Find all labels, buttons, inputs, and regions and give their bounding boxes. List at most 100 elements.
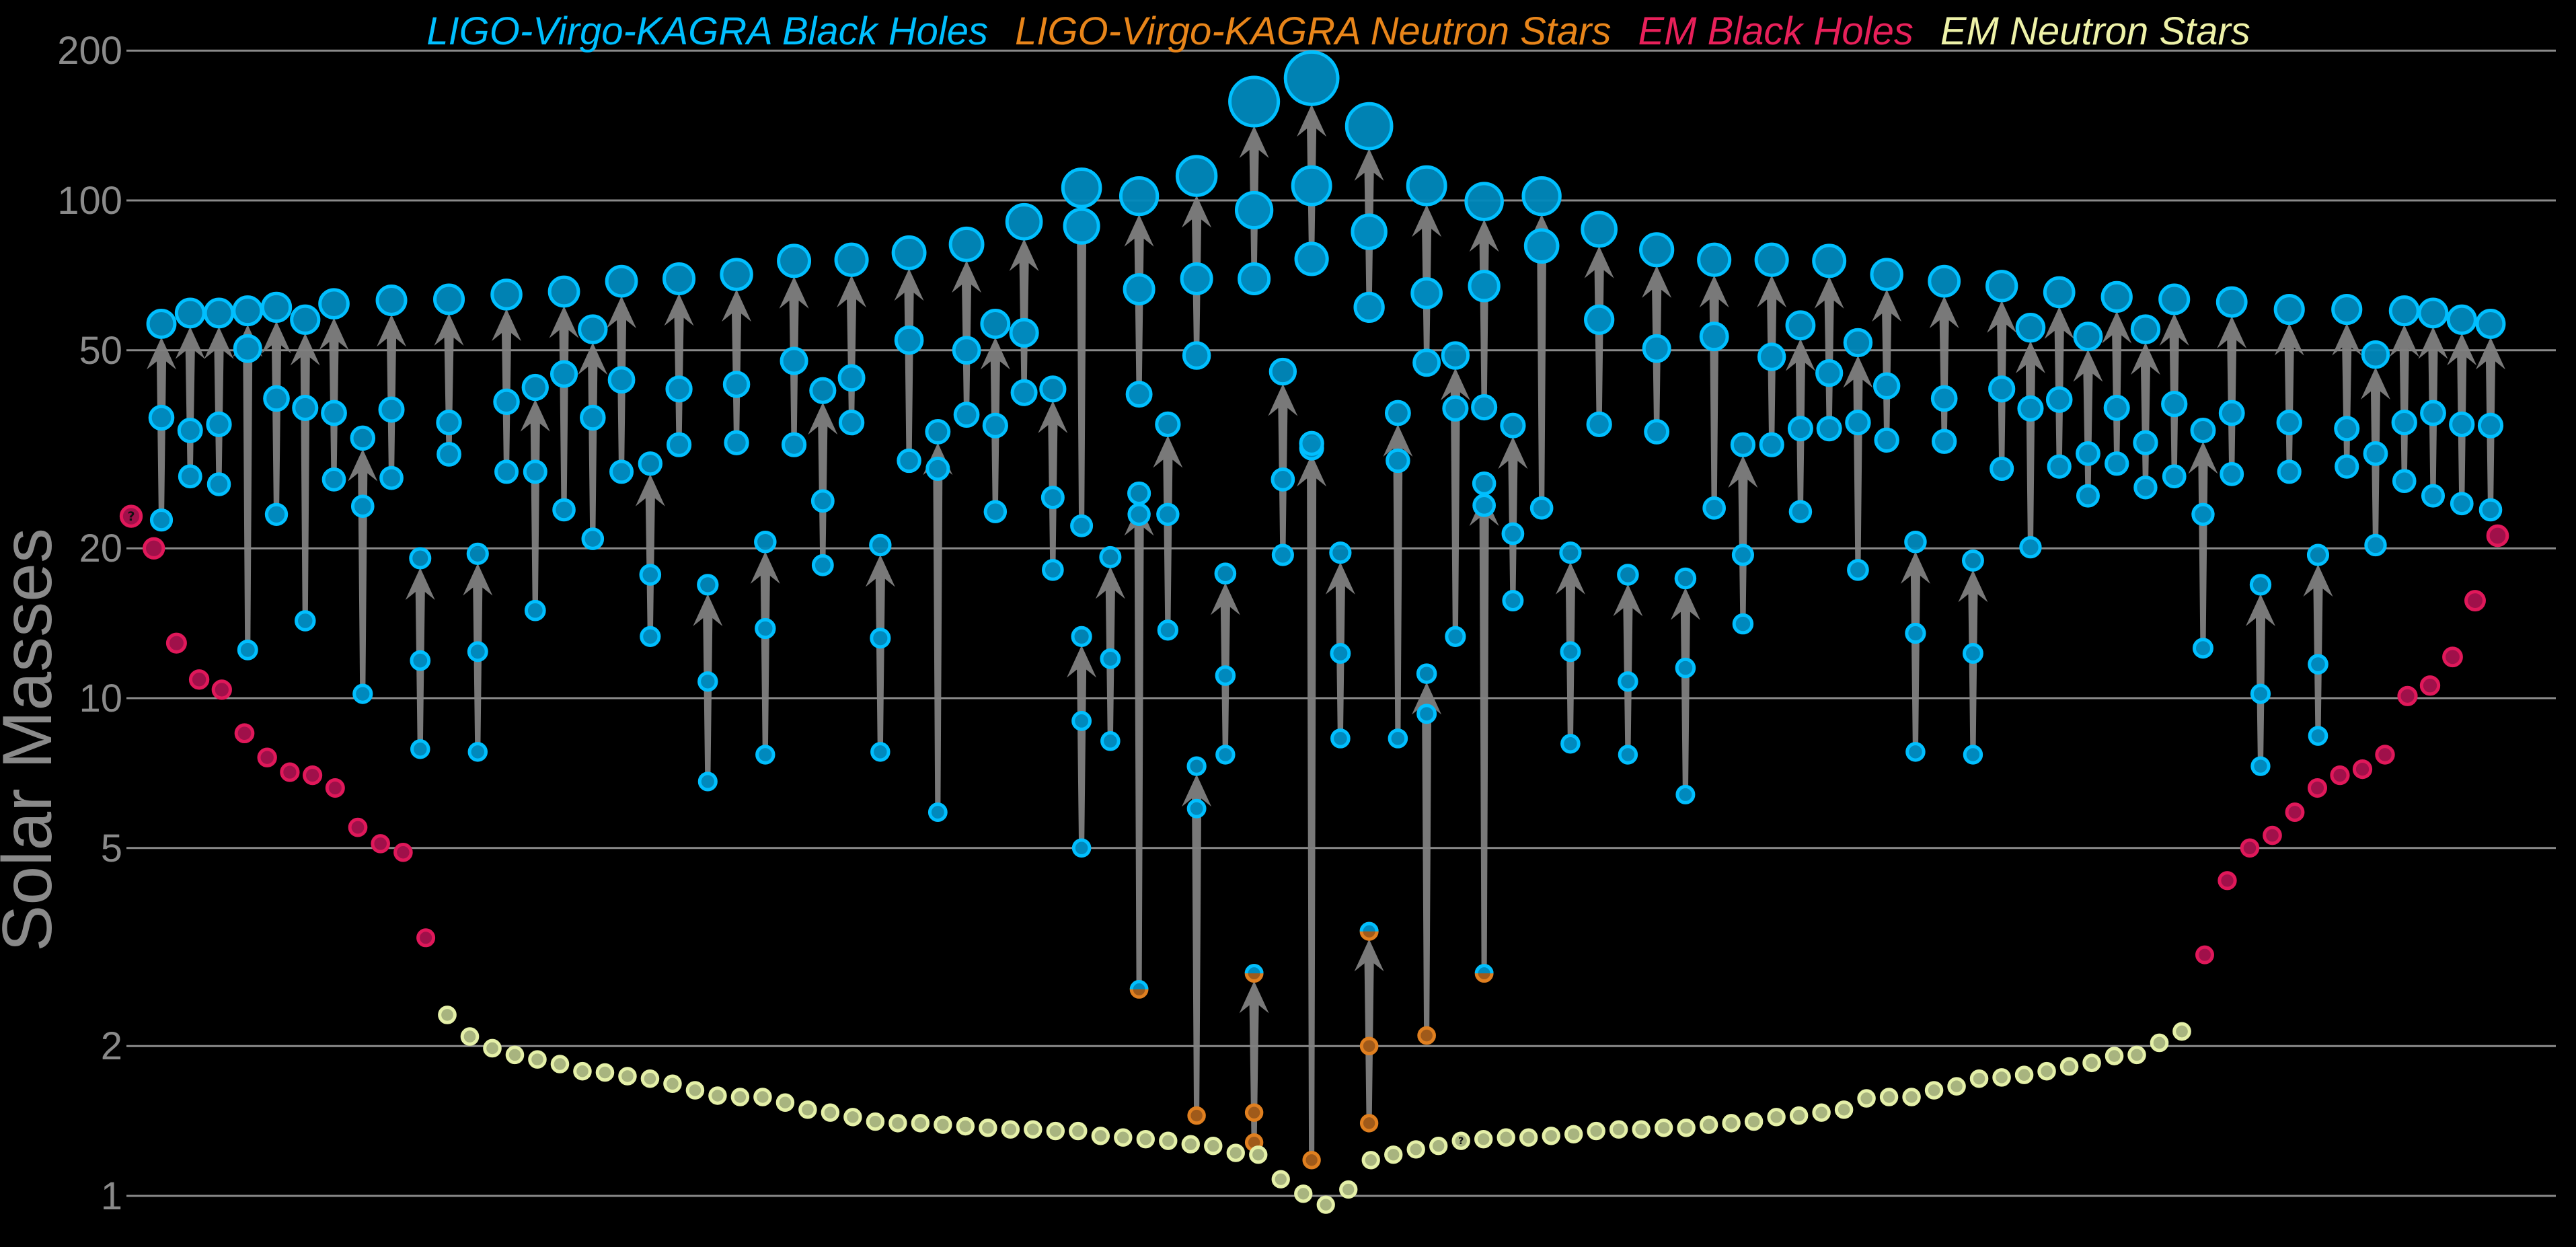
merger-primary-point bbox=[1845, 409, 1871, 436]
merger-remnant-point bbox=[1500, 412, 1526, 439]
merger-primary-point bbox=[1123, 273, 1156, 306]
merger-remnant-point bbox=[433, 283, 465, 315]
em-black-hole-point bbox=[2486, 524, 2509, 547]
merger-primary-point bbox=[206, 411, 232, 437]
merger-secondary-point bbox=[1330, 728, 1351, 749]
em-neutron-star-point bbox=[1632, 1120, 1651, 1139]
em-neutron-star-point bbox=[888, 1114, 907, 1133]
em-black-hole-point bbox=[2464, 590, 2486, 612]
merger-primary-point bbox=[2391, 409, 2417, 436]
merger-primary-point bbox=[1127, 502, 1151, 526]
merger-primary-point bbox=[292, 394, 319, 421]
em-black-hole-point bbox=[416, 928, 436, 948]
merger-secondary-point bbox=[1816, 416, 1842, 442]
merger-secondary-point bbox=[1353, 291, 1385, 324]
em-neutron-star-point bbox=[1654, 1119, 1673, 1137]
merger-secondary-point bbox=[1157, 619, 1179, 641]
merger-secondary-point bbox=[953, 402, 980, 428]
merger-primary-point bbox=[2449, 411, 2475, 437]
merger-remnant-point bbox=[1005, 202, 1043, 241]
merger-secondary-point bbox=[2421, 484, 2446, 508]
em-neutron-star-point bbox=[1924, 1081, 1944, 1100]
merger-remnant-point bbox=[2306, 543, 2330, 566]
merger-secondary-point bbox=[1990, 456, 2014, 481]
em-neutron-star-point bbox=[2150, 1033, 2169, 1053]
merger-remnant-point bbox=[2158, 283, 2191, 315]
merger-remnant-point bbox=[1559, 541, 1582, 564]
merger-primary-point bbox=[2420, 400, 2446, 426]
merger-remnant-point bbox=[203, 297, 235, 329]
em-neutron-star-point bbox=[979, 1119, 997, 1137]
merger-primary-point bbox=[2250, 683, 2271, 704]
em-black-hole-point bbox=[211, 679, 232, 700]
merger-primary-point bbox=[1100, 648, 1121, 669]
merger-remnant-point bbox=[2073, 322, 2103, 352]
legend-em-neutron-stars: EM Neutron Stars bbox=[1940, 9, 2250, 53]
em-neutron-star-point bbox=[1316, 1195, 1335, 1214]
merger-remnant-point bbox=[1244, 964, 1264, 983]
merger-arrow bbox=[2217, 315, 2247, 474]
merger-remnant-point bbox=[891, 235, 927, 270]
em-neutron-star-point bbox=[1767, 1108, 1786, 1127]
merger-remnant-point bbox=[1870, 258, 1903, 291]
em-black-hole-point bbox=[371, 834, 390, 854]
merger-primary-point bbox=[1523, 228, 1560, 264]
merger-primary-point bbox=[1731, 543, 1754, 566]
merger-arrow bbox=[2130, 342, 2160, 488]
merger-primary-point bbox=[1156, 502, 1180, 526]
merger-arrow bbox=[1067, 645, 1097, 848]
merger-arrow bbox=[808, 402, 838, 566]
merger-arrow bbox=[578, 342, 608, 539]
merger-remnant-point bbox=[1061, 167, 1102, 209]
merger-remnant-point bbox=[869, 533, 892, 557]
merger-arrow bbox=[837, 275, 867, 423]
em-neutron-star-point bbox=[866, 1112, 885, 1131]
merger-remnant-point bbox=[2130, 314, 2161, 344]
merger-secondary-point bbox=[178, 464, 202, 489]
merger-primary-point bbox=[2076, 441, 2100, 466]
merger-primary-point bbox=[321, 400, 347, 426]
em-neutron-star-point bbox=[2172, 1022, 2191, 1041]
merger-arrow bbox=[1843, 355, 1873, 570]
merger-remnant-point bbox=[1754, 242, 1789, 277]
merger-secondary-point bbox=[1445, 626, 1466, 647]
merger-primary-point bbox=[1386, 448, 1410, 474]
em-neutron-star-point bbox=[1024, 1120, 1043, 1139]
y-tick-label: 5 bbox=[101, 827, 122, 870]
merger-arrow bbox=[2332, 323, 2362, 467]
merger-secondary-point bbox=[1644, 418, 1670, 445]
merger-remnant-point bbox=[1785, 310, 1816, 341]
merger-secondary-point bbox=[1560, 733, 1581, 754]
em-neutron-star-point bbox=[1587, 1121, 1605, 1141]
em-neutron-star-point bbox=[843, 1108, 862, 1127]
merger-secondary-point bbox=[206, 472, 231, 496]
em-neutron-star-point bbox=[1001, 1120, 1020, 1139]
em-neutron-star-point bbox=[1226, 1143, 1245, 1162]
merger-remnant-point bbox=[1697, 242, 1732, 277]
merger-primary-point bbox=[1410, 277, 1443, 309]
merger-secondary-point bbox=[2277, 459, 2302, 484]
merger-remnant-point bbox=[1039, 375, 1067, 403]
merger-secondary-point bbox=[2450, 492, 2474, 516]
em-neutron-star-point bbox=[438, 1006, 457, 1024]
merger-remnant-point bbox=[1186, 756, 1207, 776]
merger-arrow bbox=[664, 293, 694, 445]
merger-arrow bbox=[348, 449, 378, 694]
merger-arrow bbox=[2188, 441, 2218, 648]
em-neutron-star-point bbox=[1902, 1088, 1921, 1106]
merger-secondary-point bbox=[2019, 535, 2042, 559]
merger-remnant-point bbox=[638, 451, 662, 476]
merger-primary-point bbox=[148, 404, 175, 431]
merger-remnant-point bbox=[1416, 663, 1437, 684]
merger-arrow bbox=[1239, 981, 1269, 1143]
merger-secondary-point bbox=[609, 459, 634, 484]
em-neutron-star-point bbox=[573, 1061, 592, 1081]
merger-primary-point bbox=[1351, 213, 1388, 250]
merger-secondary-point bbox=[781, 432, 807, 457]
merger-remnant-point bbox=[1521, 176, 1562, 217]
merger-arrow bbox=[1814, 276, 1844, 429]
merger-remnant-point bbox=[1228, 75, 1281, 128]
merger-primary-point bbox=[665, 375, 693, 403]
uncertain-marker: ? bbox=[127, 509, 135, 524]
